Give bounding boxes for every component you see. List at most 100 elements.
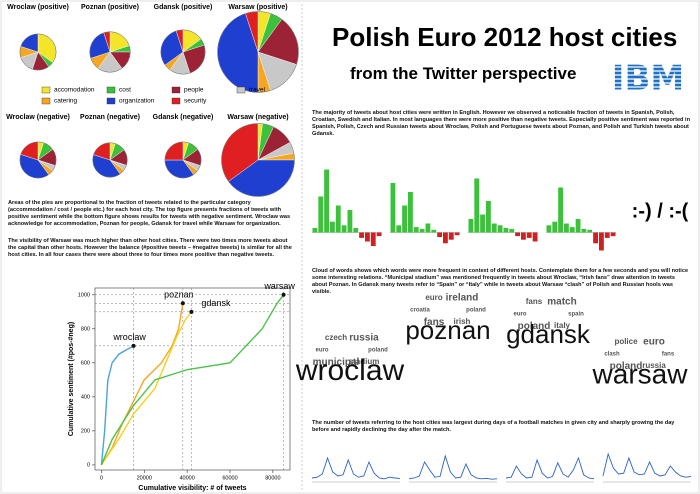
paragraph: The visibility of Warsaw was much higher… [8, 238, 292, 258]
legend-label: accomodation [54, 87, 95, 94]
subtitle: from the Twitter perspective [350, 64, 577, 83]
legend-label: organization [119, 98, 155, 105]
series-line [100, 311, 192, 466]
bar [575, 219, 581, 233]
timeline-line [408, 454, 498, 480]
legend-swatch [171, 86, 181, 94]
bar [425, 223, 431, 233]
legend-swatch [41, 86, 51, 94]
cloud-word: police [614, 337, 638, 346]
bar [413, 227, 419, 233]
pie-outline [217, 11, 299, 93]
bar [491, 223, 497, 233]
paragraph: The majority of tweets about host cities… [312, 110, 690, 137]
x-tick-label: 60000 [222, 475, 237, 481]
bar [604, 232, 610, 238]
pie-title: Poznan (negative) [80, 114, 140, 121]
city-word: gdansk [506, 319, 591, 349]
cloud-word: italy [554, 321, 571, 330]
pie-title: Warsaw (negative) [227, 114, 288, 121]
y-tick-label: 200 [81, 428, 90, 434]
y-axis-label: Cumulative sentiment (#pos-#neg) [68, 322, 75, 436]
bar [521, 232, 526, 240]
bar [581, 228, 587, 233]
bar [546, 225, 552, 233]
endpoint [189, 309, 194, 314]
cloud-word: poland [518, 321, 551, 332]
bar [564, 223, 569, 233]
bar [486, 201, 491, 233]
legend-label: catering [54, 98, 78, 105]
cloud-word: fans [526, 297, 543, 306]
cloud-word: poland [368, 348, 388, 354]
bar [448, 232, 454, 240]
city-word: warsaw [592, 358, 689, 389]
legend-swatch [171, 97, 181, 105]
series-line [100, 294, 285, 466]
timeline-line [505, 456, 595, 480]
bar [419, 228, 425, 233]
bar [437, 232, 442, 237]
bar [454, 232, 460, 236]
pie-title: Poznan (positive) [81, 4, 139, 11]
pie-outline [160, 29, 206, 75]
bar [587, 229, 593, 233]
bar [353, 228, 359, 233]
x-axis-label: Cumulative visibility: # of tweets [138, 485, 246, 492]
cloud-word: fans [662, 352, 675, 358]
bar [335, 205, 341, 233]
x-tick-label: 20000 [137, 475, 152, 481]
cloud-word: stadium [349, 357, 380, 366]
legend-label: security [184, 98, 207, 105]
endpoint [180, 301, 185, 306]
bar [610, 232, 616, 237]
paragraph: Cloud of words shows which words were mo… [312, 268, 689, 295]
legend-label: people [184, 87, 204, 94]
pie-outline [92, 142, 128, 178]
series-line [100, 345, 134, 465]
bar [365, 232, 370, 242]
bar [402, 205, 407, 233]
y-tick-label: 800 [81, 326, 90, 332]
x-tick-label: 40000 [179, 475, 194, 481]
bar [312, 228, 318, 233]
pie-outline [19, 33, 57, 71]
legend-swatch [106, 97, 116, 105]
series-label: gdansk [201, 298, 231, 308]
cloud-word: match [547, 297, 576, 308]
pie-slice [164, 141, 184, 161]
bar [474, 178, 480, 233]
bar [599, 232, 604, 251]
bar [408, 192, 413, 233]
y-tick-label: 600 [81, 360, 90, 366]
pie-title: Wroclaw (positive) [7, 4, 69, 11]
y-tick-label: 400 [81, 394, 90, 400]
cloud-word: fans [424, 317, 445, 328]
title: Polish Euro 2012 host cities [332, 22, 678, 52]
pie-outline [89, 31, 131, 73]
cloud-word: euro [643, 337, 665, 348]
cloud-word: euro [513, 312, 526, 318]
cloud-word: clash [604, 352, 620, 358]
series-label: poznan [164, 290, 194, 300]
bar [330, 221, 335, 233]
timeline-line [602, 452, 692, 478]
pie-title: Warsaw (positive) [228, 4, 287, 11]
bar [569, 227, 575, 233]
legend-label: cost [119, 87, 131, 94]
legend-label: travel [249, 87, 265, 94]
bar [359, 232, 364, 238]
pie-outline [164, 141, 202, 179]
paragraph: The number of tweets referring to the ho… [312, 420, 675, 433]
pie-outline [221, 123, 295, 197]
cloud-word: euro [425, 293, 442, 302]
cloud-word: euro [315, 348, 328, 354]
cloud-word: poland [466, 308, 486, 314]
cloud-word: poland [610, 361, 643, 372]
bar [396, 225, 402, 233]
bar [532, 232, 538, 242]
bar [443, 232, 448, 244]
bar [468, 219, 474, 233]
